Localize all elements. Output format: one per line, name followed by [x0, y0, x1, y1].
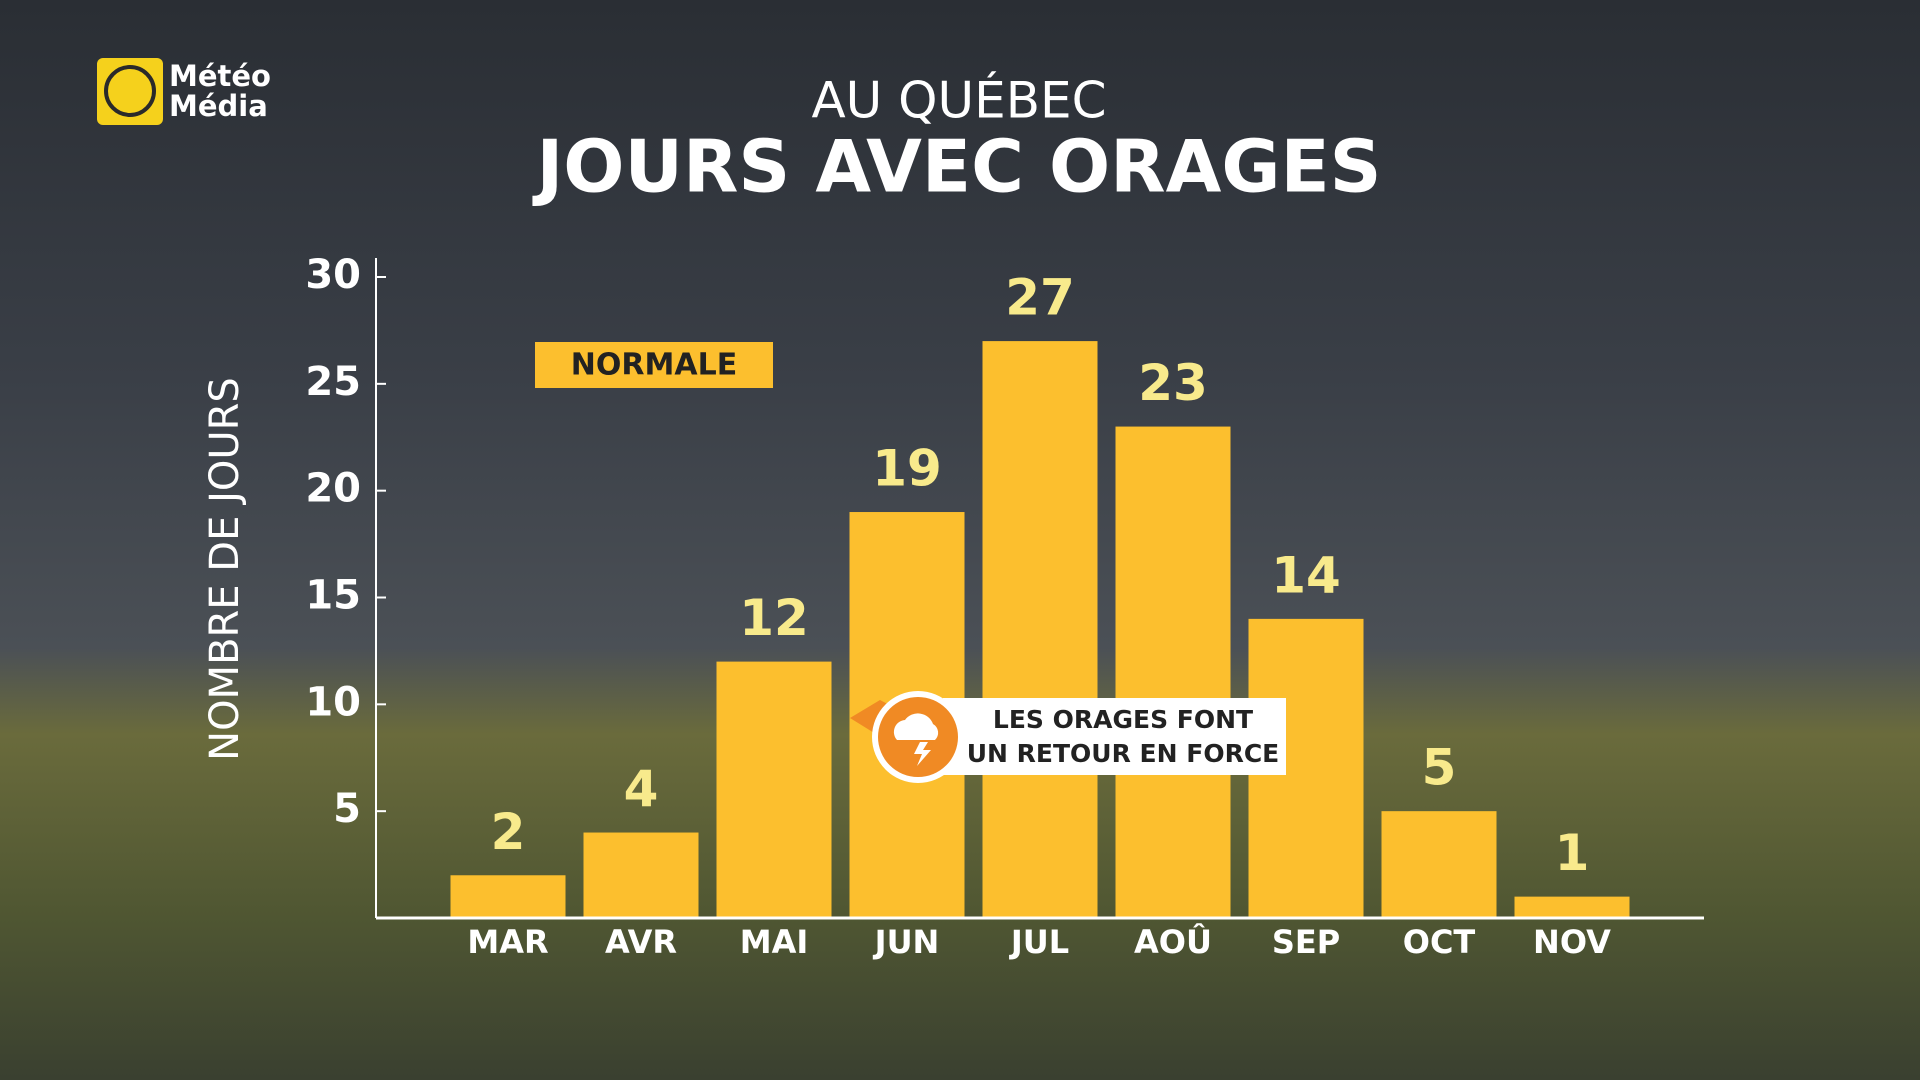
- x-tick-label: JUL: [1009, 923, 1069, 961]
- bar: [982, 341, 1098, 919]
- y-tick-label: 25: [305, 359, 361, 405]
- logo-text: Média: [169, 89, 268, 123]
- x-tick-label: SEP: [1272, 923, 1340, 961]
- logo-text: Météo: [169, 59, 271, 93]
- annotation-text: LES ORAGES FONT: [993, 705, 1253, 734]
- bar: [1381, 811, 1497, 918]
- data-label: 5: [1422, 739, 1457, 797]
- bar: [1514, 896, 1630, 918]
- bar: [583, 832, 699, 918]
- annotation: LES ORAGES FONT UN RETOUR EN FORCE: [850, 691, 1286, 783]
- data-label: 19: [872, 440, 942, 498]
- lightning-icon: [914, 742, 931, 766]
- chart-title: JOURS AVEC ORAGES: [532, 125, 1382, 209]
- y-tick-label: 30: [305, 252, 361, 298]
- x-tick-label: NOV: [1533, 923, 1611, 961]
- x-tick-label: AVR: [605, 923, 677, 961]
- y-axis-label: NOMBRE DE JOURS: [202, 377, 248, 761]
- logo-globe: [104, 65, 156, 117]
- legend: NORMALE: [535, 342, 773, 388]
- x-tick-label: AOÛ: [1134, 922, 1212, 961]
- data-label: 1: [1555, 824, 1590, 882]
- y-tick-label: 10: [305, 679, 361, 725]
- y-tick-label: 15: [305, 573, 361, 619]
- x-tick-label: JUN: [873, 923, 940, 961]
- y-tick-label: 5: [333, 786, 361, 832]
- data-label: 23: [1138, 354, 1208, 412]
- legend-label: NORMALE: [571, 348, 737, 383]
- data-label: 27: [1005, 269, 1075, 327]
- bar: [450, 875, 566, 918]
- x-tick-label: OCT: [1403, 923, 1476, 961]
- x-tick-label: MAR: [467, 923, 548, 961]
- cloud-icon: [893, 713, 939, 740]
- bar: [716, 661, 832, 918]
- y-tick-label: 20: [305, 466, 361, 512]
- chart-subtitle: AU QUÉBEC: [811, 71, 1106, 130]
- bar: [1115, 426, 1231, 918]
- logo: Météo Média: [97, 58, 271, 125]
- annotation-text: UN RETOUR EN FORCE: [967, 739, 1280, 768]
- annotation-box: [943, 698, 1286, 775]
- data-label: 4: [624, 760, 659, 818]
- data-label: 2: [491, 803, 526, 861]
- legend-swatch: [535, 342, 773, 388]
- x-tick-label: MAI: [740, 923, 809, 961]
- plot-area: 51015202530MAR2AVR4MAI12JUN19JUL27AOÛ23S…: [305, 252, 1704, 961]
- data-label: 14: [1271, 546, 1341, 604]
- data-label: 12: [739, 589, 809, 647]
